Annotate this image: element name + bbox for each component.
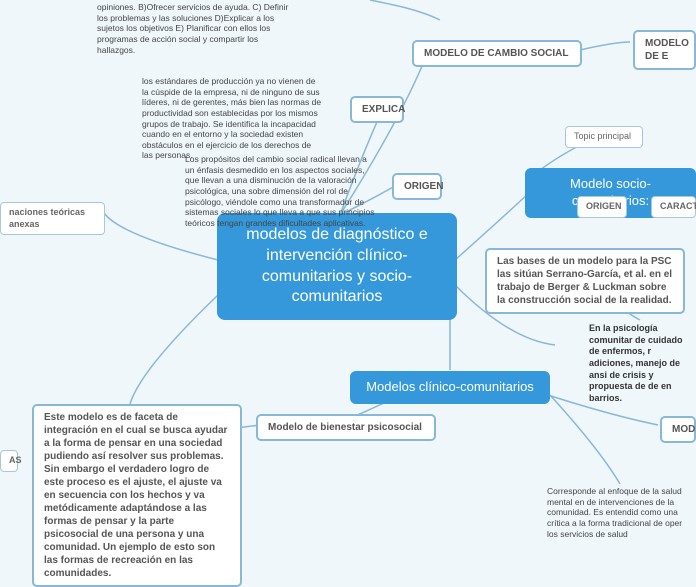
node-mode2[interactable]: MODE <box>660 416 696 443</box>
node-origen2[interactable]: ORIGEN <box>577 196 627 218</box>
node-bases[interactable]: Las bases de un modelo para la PSC las s… <box>485 248 685 314</box>
node-anexas[interactable]: naciones teóricas anexas <box>0 202 105 235</box>
node-explica[interactable]: EXPLICA <box>350 96 404 123</box>
node-opiniones[interactable]: opiniones. B)Ofrecer servicios de ayuda.… <box>95 0 295 57</box>
node-estandares[interactable]: los estándares de producción ya no viene… <box>140 74 325 163</box>
node-as[interactable]: AS <box>0 450 18 472</box>
node-topic[interactable]: Topic principal <box>565 126 643 148</box>
node-clinico[interactable]: Modelos clínico-comunitarios <box>350 371 550 404</box>
node-modelo_e[interactable]: MODELO DE E <box>633 30 696 70</box>
node-caracte[interactable]: CARACTE <box>651 196 696 218</box>
node-origen1[interactable]: ORIGEN <box>392 173 442 200</box>
node-corresponde[interactable]: Corresponde al enfoque de la salud menta… <box>545 484 696 541</box>
node-propositos[interactable]: Los propósitos del cambio social radical… <box>183 152 378 230</box>
node-cambio_social[interactable]: MODELO DE CAMBIO SOCIAL <box>412 40 582 67</box>
node-psico_com[interactable]: En la psicología comunitar de cuidado de… <box>585 319 696 409</box>
node-integracion[interactable]: Este modelo es de faceta de integración … <box>32 404 242 587</box>
node-bienestar[interactable]: Modelo de bienestar psicosocial <box>256 414 436 441</box>
